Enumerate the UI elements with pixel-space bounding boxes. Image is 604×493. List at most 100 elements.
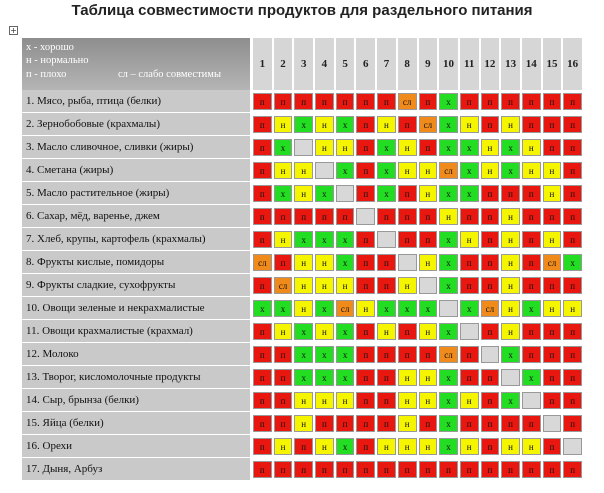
cell: п (479, 389, 501, 412)
cell-value: н (315, 322, 334, 340)
cell: п (376, 343, 397, 366)
cell: п (479, 366, 501, 389)
cell: сл (396, 90, 418, 113)
cell-value: н (294, 414, 314, 432)
cell: х (334, 320, 356, 343)
table-row: 4. Сметана (жиры) п н н х п х н н сл х н х н н п (22, 159, 583, 182)
cell: х (458, 159, 480, 182)
cell: х (314, 228, 335, 251)
cell-value: х (563, 253, 582, 271)
cell: х (376, 182, 397, 205)
cell-value: х (273, 299, 293, 317)
cell: н (272, 113, 294, 136)
empty-cell (480, 345, 500, 363)
column-number: 3 (293, 38, 315, 90)
cell: н (541, 182, 563, 205)
cell: н (500, 113, 521, 136)
cell-value: п (335, 414, 355, 432)
cell-value: х (377, 184, 396, 202)
cell: н (293, 412, 315, 435)
cell-value: п (542, 276, 562, 294)
cell-value: п (356, 115, 376, 133)
cell: п (458, 458, 480, 481)
cell-value: п (521, 345, 541, 363)
cell: п (252, 366, 273, 389)
cell: п (272, 458, 294, 481)
cell-value: п (501, 92, 520, 110)
table-row: 11. Овощи крахмалистые (крахмал) п н х н х п н п… (22, 320, 583, 343)
cell-value: н (501, 253, 520, 271)
cell: п (520, 320, 542, 343)
cell: п (520, 458, 542, 481)
cell: н (293, 159, 315, 182)
cell-value: п (418, 414, 438, 432)
cell: п (314, 205, 335, 228)
cell: п (520, 113, 542, 136)
cell: п (500, 412, 521, 435)
cell-value: н (397, 368, 417, 386)
cell-value: х (253, 299, 272, 317)
cell: п (376, 274, 397, 297)
cell: н (479, 159, 501, 182)
cell: п (272, 343, 294, 366)
cell: п (458, 251, 480, 274)
cell-value: н (273, 115, 293, 133)
cell: н (541, 228, 563, 251)
cell-value: п (480, 460, 500, 478)
table-row: 12. Молоко п п х х х п п п п сл п х п п п (22, 343, 583, 366)
row-label: 3. Масло сливочное, сливки (жиры) (22, 136, 252, 159)
cell: п (562, 389, 583, 412)
cell: п (293, 458, 315, 481)
cell-value: н (480, 161, 500, 179)
cell: п (479, 412, 501, 435)
cell-value: х (439, 115, 458, 133)
cell-value: п (480, 414, 500, 432)
cell-value: х (439, 437, 458, 455)
cell: п (520, 205, 542, 228)
table-row: 14. Сыр, брынза (белки) п п н н н п п н н х н п х п п (22, 389, 583, 412)
cell: п (417, 228, 439, 251)
cell: х (458, 297, 480, 320)
cell: п (479, 320, 501, 343)
cell-value: н (418, 184, 438, 202)
cell-value: н (397, 161, 417, 179)
cell-value: х (459, 161, 479, 179)
cell-value: н (315, 437, 334, 455)
cell: п (541, 320, 563, 343)
cell-value: х (335, 345, 355, 363)
cell-value: п (273, 92, 293, 110)
cell-value: н (542, 161, 562, 179)
cell-value: п (273, 253, 293, 271)
cell-value: х (315, 368, 334, 386)
cell: п (396, 205, 418, 228)
cell-value: х (521, 368, 541, 386)
cell: н (334, 136, 356, 159)
cell-value: н (377, 437, 396, 455)
cell: п (272, 389, 294, 412)
cell: н (500, 435, 521, 458)
cell: х (376, 136, 397, 159)
cell-value: п (521, 92, 541, 110)
cell: х (500, 159, 521, 182)
cell-value: п (335, 207, 355, 225)
cell (500, 366, 521, 389)
cell: х (500, 389, 521, 412)
cell-value: п (253, 207, 272, 225)
cell-value: п (542, 322, 562, 340)
cell: п (355, 389, 377, 412)
cell-value: н (397, 138, 417, 156)
cell-value: п (563, 391, 582, 409)
expand-icon[interactable]: + (9, 26, 18, 35)
cell-value: н (459, 115, 479, 133)
cell-value: х (459, 184, 479, 202)
cell: н (396, 389, 418, 412)
cell-value: п (480, 115, 500, 133)
cell: сл (479, 297, 501, 320)
cell: х (293, 113, 315, 136)
cell-value: н (418, 161, 438, 179)
cell-value: сл (397, 92, 417, 110)
cell: н (541, 159, 563, 182)
cell-value: н (418, 368, 438, 386)
cell-value: н (377, 115, 396, 133)
cell: х (438, 182, 459, 205)
